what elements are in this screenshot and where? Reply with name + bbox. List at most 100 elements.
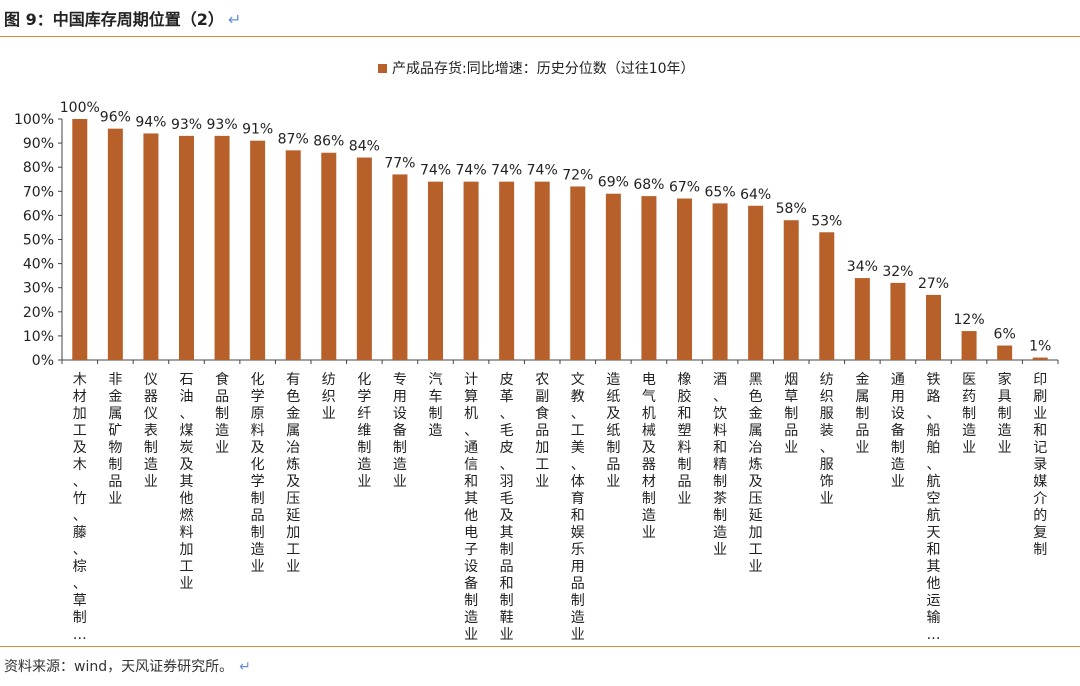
bar <box>641 196 657 360</box>
category-label: 电气机械及器材制造业 <box>642 372 656 541</box>
bar <box>285 150 301 360</box>
bar <box>143 133 159 360</box>
data-label: 96% <box>100 110 131 126</box>
category-label: 酒、饮料和精制茶制造业 <box>713 372 727 558</box>
y-tick-label: 40% <box>23 257 54 273</box>
data-label: 94% <box>135 114 166 130</box>
return-mark-icon: ↵ <box>227 10 242 29</box>
category-label: 食品制造业 <box>215 371 229 456</box>
data-label: 93% <box>171 117 202 133</box>
category-label: 通用设备制造业 <box>891 372 905 490</box>
bar <box>356 157 372 360</box>
data-label: 12% <box>954 312 985 328</box>
bar <box>712 203 728 360</box>
y-tick-label: 60% <box>23 208 54 224</box>
bar <box>570 186 586 360</box>
bar <box>1032 357 1048 360</box>
category-label: 金属制品业 <box>855 372 869 456</box>
category-label: 仪器仪表制造业 <box>144 372 158 490</box>
category-label: 专用设备制造业 <box>393 372 407 490</box>
chart-bars <box>72 119 1048 360</box>
bar <box>463 181 479 360</box>
data-label: 74% <box>420 163 451 179</box>
y-tick-label: 10% <box>23 329 54 345</box>
data-label: 87% <box>278 131 309 147</box>
category-label: 家具制造业 <box>998 371 1012 456</box>
figure-title-text: 图 9：中国库存周期位置（2） <box>4 10 224 29</box>
category-label: 皮革、毛皮、羽毛及其制品和制鞋业 <box>500 372 514 643</box>
bar <box>107 128 123 360</box>
bar <box>783 220 799 360</box>
chart-legend: 产成品存货:同比增速：历史分位数（过往10年） <box>378 60 695 77</box>
bottom-divider <box>0 646 1080 647</box>
category-label: 非金属矿物制品业 <box>108 372 122 507</box>
y-tick-label: 50% <box>23 233 54 249</box>
category-label: 化学原料及化学制品制造业 <box>251 372 265 575</box>
data-label: 100% <box>60 100 100 116</box>
category-label: 化学纤维制造业 <box>357 372 371 490</box>
category-label: 烟草制品业 <box>784 372 798 456</box>
category-label: 纺织业 <box>322 372 336 422</box>
data-label: 65% <box>705 184 736 200</box>
bar <box>748 205 764 360</box>
y-tick-label: 90% <box>23 136 54 152</box>
figure-title: 图 9：中国库存周期位置（2） ↵ <box>4 6 241 30</box>
bar <box>392 174 408 360</box>
chart-data-labels: 100%96% 94% 93% 93% 91%87% 86% 84%77% 74% 74% 74%… <box>60 100 1052 355</box>
data-label: 32% <box>882 264 913 280</box>
data-label: 74% <box>527 163 558 179</box>
chart-category-labels: 木材加工及木、竹、藤、棕、草制… 非金属矿物制品业 仪器仪表制造业 石油、煤炭及其他燃… <box>73 371 1047 643</box>
y-tick-label: 100% <box>14 112 54 128</box>
category-label: 铁路、船舶、航空航天和其他运输… <box>927 372 941 643</box>
bar <box>428 181 443 360</box>
data-label: 64% <box>740 187 771 203</box>
bar <box>179 135 194 360</box>
data-label: 6% <box>994 327 1016 343</box>
category-label: 橡胶和塑料制品业 <box>678 372 692 507</box>
bar <box>890 282 906 360</box>
bar <box>677 198 692 360</box>
category-label: 造纸及纸制品业 <box>606 372 620 490</box>
bar <box>819 232 835 360</box>
data-label: 77% <box>384 155 415 171</box>
category-label: 计算机、通信和其他电子设备制造业 <box>464 372 478 643</box>
y-tick-label: 30% <box>23 281 54 297</box>
bar <box>321 152 337 360</box>
y-tick-label: 70% <box>23 184 54 200</box>
data-label: 53% <box>811 213 842 229</box>
data-label: 91% <box>242 122 273 138</box>
bar <box>926 294 941 360</box>
bar <box>72 119 88 360</box>
category-label: 文教、工美、体育和娱乐用品制造业 <box>571 372 585 643</box>
category-label: 纺织服装、服饰业 <box>820 372 834 507</box>
bar <box>534 181 550 360</box>
bar <box>214 135 230 360</box>
chart-axes: 0% 10% 20% 30% 40% 50% 60% 70% 80% 90% 100% <box>14 112 1059 369</box>
y-tick-label: 0% <box>32 353 54 369</box>
data-label: 93% <box>207 117 238 133</box>
category-label: 印刷业和记录媒介的复制 <box>1033 372 1047 558</box>
bar <box>605 193 621 360</box>
data-label: 72% <box>562 167 593 183</box>
category-label: 汽车制造 <box>429 372 443 439</box>
category-label: 黑色金属冶炼及压延加工业 <box>749 372 763 575</box>
bar <box>854 278 870 360</box>
source-note: 资料来源：wind，天风证券研究所。 ↵ <box>4 656 251 676</box>
category-label: 有色金属冶炼及压延加工业 <box>286 372 300 575</box>
data-label: 1% <box>1029 339 1051 355</box>
data-label: 67% <box>669 180 700 196</box>
category-label: 医药制造业 <box>962 372 976 456</box>
bar <box>997 345 1013 360</box>
bar <box>499 181 515 360</box>
bar-chart: 产成品存货:同比增速：历史分位数（过往10年） 0% 10% 20% 30% 40% 50… <box>14 60 1059 643</box>
category-label: 农副食品加工业 <box>535 372 549 490</box>
source-return-mark-icon: ↵ <box>239 659 251 675</box>
data-label: 74% <box>456 163 487 179</box>
category-label: 木材加工及木、竹、藤、棕、草制… <box>73 372 87 643</box>
data-label: 34% <box>847 259 878 275</box>
category-label: 石油、煤炭及其他燃料加工业 <box>180 372 194 592</box>
y-tick-label: 20% <box>23 305 54 321</box>
data-label: 58% <box>776 201 807 217</box>
data-label: 68% <box>633 177 664 193</box>
data-label: 27% <box>918 276 949 292</box>
